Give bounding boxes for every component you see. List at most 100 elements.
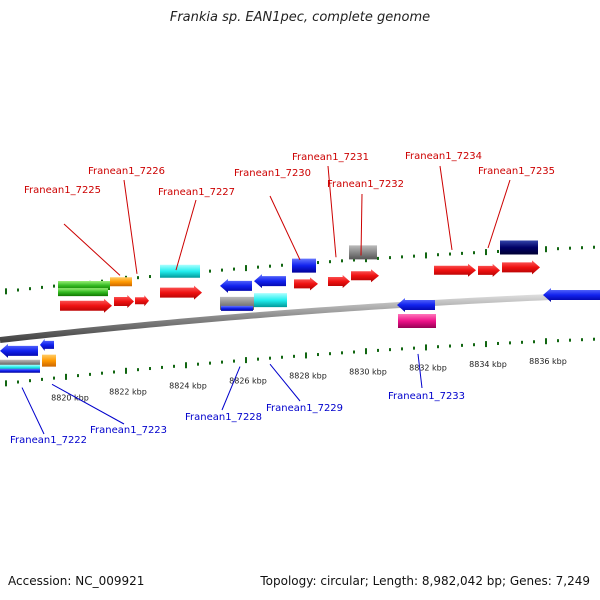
gene-label-forward[interactable]: Franean1_7225 <box>24 185 101 196</box>
gene-green[interactable] <box>58 280 110 290</box>
tick-mark <box>209 361 211 365</box>
tick-mark <box>401 347 403 351</box>
gene-magenta[interactable] <box>398 313 436 328</box>
tick-mark <box>293 354 295 358</box>
gene-red[interactable] <box>502 260 540 275</box>
tick-mark <box>497 249 499 253</box>
gene-blue[interactable] <box>254 274 286 289</box>
tick-mark <box>461 251 463 255</box>
tick-mark <box>473 251 475 255</box>
tick-mark <box>89 372 91 376</box>
tick-mark <box>257 357 259 361</box>
gene-orange[interactable] <box>42 354 56 367</box>
tick-mark <box>461 343 463 347</box>
scale-label: 8830 kbp <box>349 367 387 376</box>
gene-blue[interactable] <box>220 278 252 293</box>
gene-label-forward[interactable]: Franean1_7234 <box>405 151 482 162</box>
tick-mark <box>425 252 427 259</box>
tick-mark <box>29 287 31 291</box>
tick-mark <box>389 348 391 352</box>
gene-blue[interactable] <box>0 343 38 358</box>
tick-mark <box>269 356 271 360</box>
gene-green[interactable] <box>58 288 108 297</box>
gene-red[interactable] <box>160 285 202 300</box>
tick-mark <box>569 246 571 250</box>
tick-mark <box>449 252 451 256</box>
callout-line <box>439 165 453 250</box>
tick-mark <box>545 338 547 345</box>
tick-mark <box>509 341 511 345</box>
tick-mark <box>137 276 139 280</box>
scale-label: 8828 kbp <box>289 372 327 381</box>
gene-label-forward[interactable]: Franean1_7235 <box>478 166 555 177</box>
gene-red[interactable] <box>60 298 112 313</box>
gene-label-forward[interactable]: Franean1_7226 <box>88 166 165 177</box>
callout-line <box>175 199 197 271</box>
lower-tick-track <box>5 337 595 387</box>
gene-navy[interactable] <box>500 240 538 255</box>
gene-red[interactable] <box>328 275 350 289</box>
gene-cyan[interactable] <box>254 293 287 308</box>
tick-mark <box>425 344 427 351</box>
gene-label-reverse[interactable]: Franean1_7228 <box>185 412 262 423</box>
tick-mark <box>149 275 151 279</box>
gene-label-forward[interactable]: Franean1_7230 <box>234 168 311 179</box>
gene-gray[interactable] <box>349 245 377 260</box>
scale-label: 8832 kbp <box>409 363 447 372</box>
tick-mark <box>353 350 355 354</box>
tick-mark <box>77 374 79 378</box>
gene-red[interactable] <box>294 277 318 291</box>
gene-blue[interactable] <box>221 305 253 311</box>
tick-mark <box>341 351 343 355</box>
gene-label-forward[interactable]: Franean1_7231 <box>292 152 369 163</box>
tick-mark <box>557 339 559 343</box>
gene-cyan[interactable] <box>0 364 40 370</box>
tick-mark <box>53 284 55 288</box>
gene-label-forward[interactable]: Franean1_7232 <box>327 179 404 190</box>
tick-mark <box>557 247 559 251</box>
scale-label: 8826 kbp <box>229 376 267 385</box>
callout-line <box>123 179 138 274</box>
gene-cyan[interactable] <box>160 264 200 278</box>
gene-blue[interactable] <box>292 258 316 273</box>
gene-red[interactable] <box>478 263 500 277</box>
tick-mark <box>221 360 223 364</box>
gene-label-reverse[interactable]: Franean1_7229 <box>266 403 343 414</box>
callout-line <box>487 179 511 249</box>
tick-mark <box>53 376 55 380</box>
tick-mark <box>497 341 499 345</box>
gene-red[interactable] <box>434 263 476 277</box>
gene-orange[interactable] <box>110 277 132 287</box>
tick-mark <box>377 348 379 352</box>
gene-blue[interactable] <box>40 338 54 351</box>
gene-blue[interactable] <box>0 368 40 373</box>
tick-mark <box>221 268 223 272</box>
tick-mark <box>329 260 331 264</box>
tick-mark <box>173 364 175 368</box>
gene-blue[interactable] <box>397 298 435 313</box>
gene-gray[interactable] <box>0 359 40 366</box>
tick-mark <box>581 246 583 250</box>
tick-mark <box>5 288 7 295</box>
gene-blue[interactable] <box>543 288 600 303</box>
callout-line <box>221 366 241 411</box>
tick-mark <box>281 355 283 359</box>
gene-red[interactable] <box>135 295 149 307</box>
gene-label-reverse[interactable]: Franean1_7222 <box>10 435 87 446</box>
gene-label-forward[interactable]: Franean1_7227 <box>158 187 235 198</box>
tick-mark <box>521 340 523 344</box>
tick-mark <box>101 371 103 375</box>
gene-red[interactable] <box>114 295 134 309</box>
gene-label-reverse[interactable]: Franean1_7233 <box>388 391 465 402</box>
gene-label-reverse[interactable]: Franean1_7223 <box>90 425 167 436</box>
tick-mark <box>185 362 187 369</box>
tick-mark <box>305 352 307 359</box>
gene-red[interactable] <box>351 269 379 283</box>
tick-mark <box>485 341 487 348</box>
tick-mark <box>437 345 439 349</box>
tick-mark <box>353 258 355 262</box>
tick-mark <box>281 263 283 267</box>
tick-mark <box>593 245 595 249</box>
